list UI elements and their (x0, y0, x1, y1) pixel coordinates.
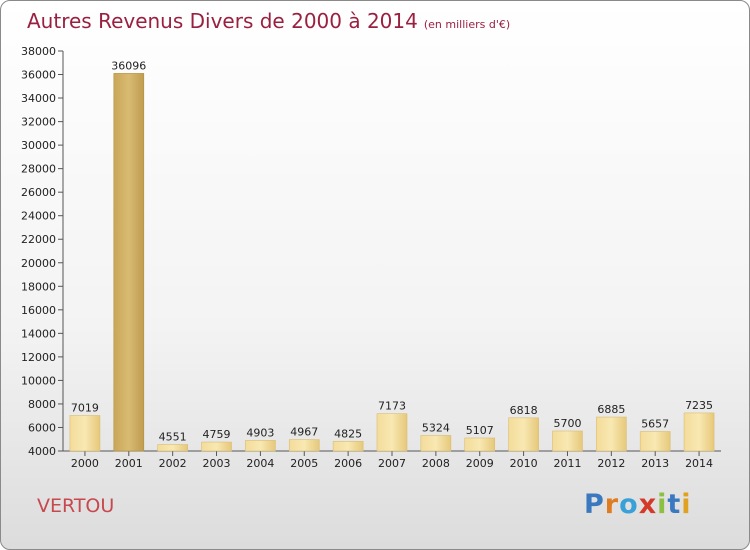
y-tick-label: 38000 (21, 45, 56, 58)
y-tick-label: 14000 (21, 327, 56, 340)
y-tick-label: 6000 (28, 421, 56, 434)
bar-2006 (332, 440, 364, 452)
bar-2008 (420, 435, 452, 452)
bar-2007 (376, 413, 408, 452)
y-tick-label: 22000 (21, 233, 56, 246)
y-tick-label: 4000 (28, 445, 56, 458)
data-label-2010: 6818 (510, 404, 538, 417)
bar-2014 (683, 412, 715, 452)
y-tick-label: 16000 (21, 304, 56, 317)
logo-letter: o (619, 489, 639, 520)
y-tick-label: 24000 (21, 210, 56, 223)
x-tick-label: 2014 (685, 457, 713, 470)
y-tick-label: 30000 (21, 139, 56, 152)
chart-subtitle: (en milliers d'€) (423, 18, 511, 31)
logo-letter: t (667, 489, 682, 520)
y-tick-label: 32000 (21, 116, 56, 129)
y-tick-label: 36000 (21, 69, 56, 82)
bar-2004 (245, 440, 276, 452)
y-tick-label: 12000 (21, 351, 56, 364)
bar-2002 (157, 444, 188, 452)
data-label-2003: 4759 (203, 428, 231, 441)
y-tick-label: 20000 (21, 257, 56, 270)
bar-2010 (508, 417, 539, 452)
x-tick-label: 2005 (290, 457, 318, 470)
x-tick-label: 2001 (115, 457, 143, 470)
x-tick-label: 2002 (159, 457, 187, 470)
x-tick-label: 2009 (466, 457, 494, 470)
x-tick-label: 2008 (422, 457, 450, 470)
x-tick-label: 2013 (641, 457, 669, 470)
y-tick-label: 10000 (21, 374, 56, 387)
logo-letter: i (681, 489, 692, 520)
x-axis: 2000 2001 2002 2003 2004 2005 2006 2007 2008 2009… (63, 450, 721, 470)
x-tick-label: 2012 (597, 457, 625, 470)
data-label-2004: 4903 (246, 426, 274, 439)
bar-2005 (288, 439, 320, 452)
data-label-2000: 7019 (71, 401, 99, 414)
data-labels: 7019 36096 4551 4759 4903 4967 4825 7173 5324 510… (71, 59, 713, 443)
x-tick-label: 2003 (203, 457, 231, 470)
bar-2012 (596, 416, 627, 452)
chart-title-text: Autres Revenus Divers de 2000 à 2014 (27, 9, 418, 33)
logo-letter: i (657, 489, 668, 520)
proxiti-logo[interactable]: Proxiti (584, 489, 692, 520)
x-tick-label: 2004 (246, 457, 274, 470)
bar-series (69, 73, 715, 452)
y-tick-label: 26000 (21, 186, 56, 199)
y-tick-label: 8000 (28, 398, 56, 411)
x-tick-label: 2011 (553, 457, 581, 470)
logo-letter: r (604, 489, 620, 520)
data-label-2007: 7173 (378, 400, 406, 413)
data-label-2005: 4967 (290, 426, 318, 439)
y-tick-label: 18000 (21, 280, 56, 293)
x-tick-label: 2007 (378, 457, 406, 470)
chart-title: Autres Revenus Divers de 2000 à 2014 (en … (27, 9, 510, 33)
data-label-2001: 36096 (111, 59, 146, 72)
data-label-2011: 5700 (553, 417, 581, 430)
commune-name: VERTOU (37, 495, 115, 517)
x-tick-label: 2006 (334, 457, 362, 470)
y-axis: 4000 6000 8000 10000 12000 14000 16000 18000 200… (21, 45, 64, 458)
logo-letter: x (638, 489, 658, 520)
x-tick-label: 2010 (510, 457, 538, 470)
bar-2013 (639, 431, 671, 452)
y-tick-label: 34000 (21, 92, 56, 105)
data-label-2002: 4551 (159, 431, 187, 444)
y-tick-label: 28000 (21, 163, 56, 176)
x-tick-label: 2000 (71, 457, 99, 470)
data-label-2006: 4825 (334, 427, 362, 440)
bar-2000 (69, 415, 101, 452)
bar-2009 (464, 437, 496, 452)
logo-letter: P (584, 489, 605, 520)
data-label-2014: 7235 (685, 399, 713, 412)
data-label-2008: 5324 (422, 421, 450, 434)
bar-2003 (201, 441, 232, 452)
bar-2011 (552, 430, 583, 452)
data-label-2013: 5657 (641, 418, 669, 431)
data-label-2009: 5107 (466, 424, 494, 437)
data-label-2012: 6885 (597, 403, 625, 416)
bar-2001 (113, 73, 145, 452)
